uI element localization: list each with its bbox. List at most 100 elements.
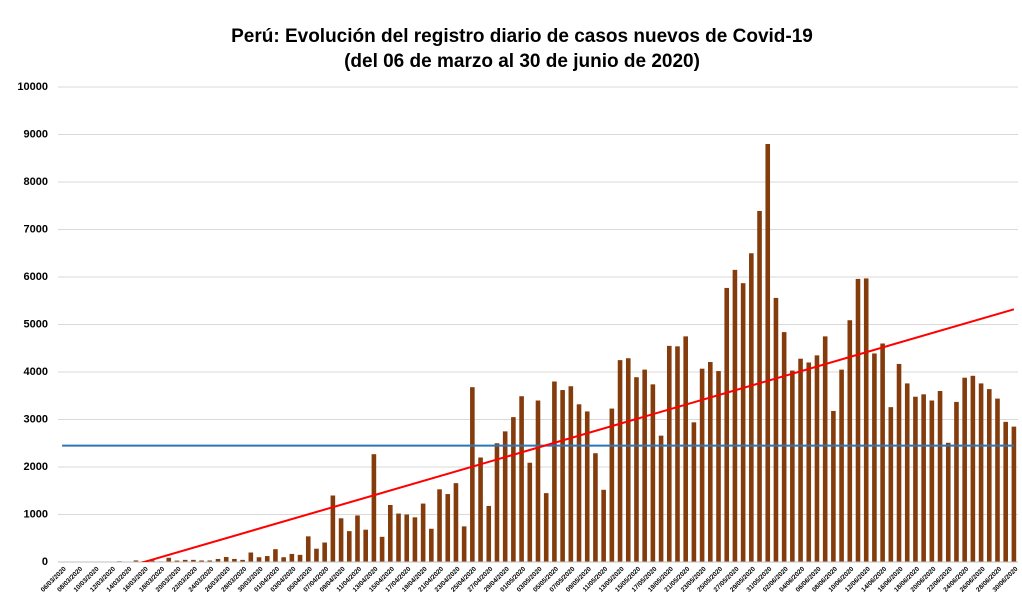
bar: [486, 505, 492, 562]
bar: [560, 390, 565, 562]
bar: [223, 557, 229, 562]
bar: [954, 401, 959, 562]
bar: [650, 384, 656, 562]
bar: [970, 375, 976, 562]
bar: [642, 369, 647, 562]
bar: [543, 493, 549, 562]
y-tick-label: 5000: [24, 318, 48, 330]
bar: [166, 557, 172, 562]
bar: [634, 377, 639, 562]
bar: [798, 358, 803, 562]
bar: [593, 453, 598, 562]
bar: [379, 536, 385, 562]
bar: [945, 442, 951, 562]
bar: [182, 559, 188, 562]
bar: [962, 377, 967, 562]
bar: [281, 557, 286, 562]
bar: [363, 529, 368, 562]
bar: [790, 370, 795, 562]
bar: [814, 355, 820, 562]
bar: [1003, 421, 1008, 562]
y-tick-label: 0: [42, 556, 48, 568]
bar: [150, 560, 155, 562]
bar: [297, 554, 303, 562]
bar: [724, 287, 730, 562]
bar: [264, 556, 270, 562]
bar: [232, 558, 237, 562]
bar: [396, 513, 401, 562]
bar: [716, 371, 721, 562]
bar: [978, 383, 984, 562]
bar: [256, 557, 262, 562]
bar: [806, 362, 812, 562]
bar: [937, 391, 943, 562]
y-tick-label: 1000: [24, 508, 48, 520]
bar: [822, 336, 828, 562]
bar: [305, 536, 311, 562]
bar: [757, 210, 762, 562]
bar: [527, 462, 533, 562]
y-tick-label: 7000: [24, 223, 48, 235]
bar: [855, 278, 861, 562]
y-tick-label: 4000: [24, 366, 48, 378]
bar: [872, 353, 877, 562]
bar: [708, 362, 713, 562]
bar: [314, 548, 319, 562]
y-tick-label: 2000: [24, 461, 48, 473]
bar: [273, 549, 278, 562]
bar: [617, 360, 623, 562]
bar: [174, 560, 180, 562]
bar: [478, 457, 483, 562]
bar: [995, 398, 1000, 562]
bar: [625, 358, 631, 562]
bar: [330, 495, 336, 562]
bar: [388, 505, 393, 562]
bar: [552, 381, 557, 562]
bar: [601, 489, 606, 562]
bar: [535, 400, 541, 562]
bar: [199, 560, 204, 562]
bar: [494, 443, 500, 562]
bar: [675, 346, 680, 562]
y-tick-label: 6000: [24, 271, 48, 283]
bar: [1011, 426, 1017, 562]
bar: [215, 558, 221, 562]
bar: [880, 343, 885, 562]
bar: [847, 320, 853, 562]
bar: [666, 345, 672, 562]
chart-title: Perú: Evolución del registro diario de c…: [231, 26, 813, 47]
bar: [371, 454, 377, 562]
bar: [749, 253, 754, 562]
bar: [740, 283, 746, 562]
chart-subtitle: (del 06 de marzo al 30 de junio de 2020): [344, 51, 700, 72]
bar: [346, 531, 352, 562]
bar: [355, 515, 360, 562]
bar: [773, 297, 779, 562]
bar: [683, 336, 688, 562]
bar: [207, 560, 213, 562]
bar: [896, 363, 902, 562]
bar: [502, 431, 508, 562]
bar: [699, 368, 705, 562]
bar: [461, 526, 467, 562]
bar: [289, 553, 295, 562]
bar: [519, 396, 524, 562]
bar: [584, 411, 590, 562]
bar: [437, 489, 442, 562]
bar: [986, 389, 992, 562]
bar: [429, 528, 434, 562]
bar: [322, 542, 327, 562]
bar: [511, 417, 516, 562]
bar: [691, 422, 697, 562]
bar: [576, 404, 582, 562]
bar: [658, 435, 664, 562]
bar: [831, 410, 836, 562]
bar: [568, 386, 574, 562]
bar: [412, 517, 418, 562]
bar: [929, 400, 935, 562]
y-tick-label: 10000: [17, 81, 48, 93]
bar: [240, 559, 245, 562]
bar: [863, 278, 869, 562]
bar: [904, 383, 910, 562]
